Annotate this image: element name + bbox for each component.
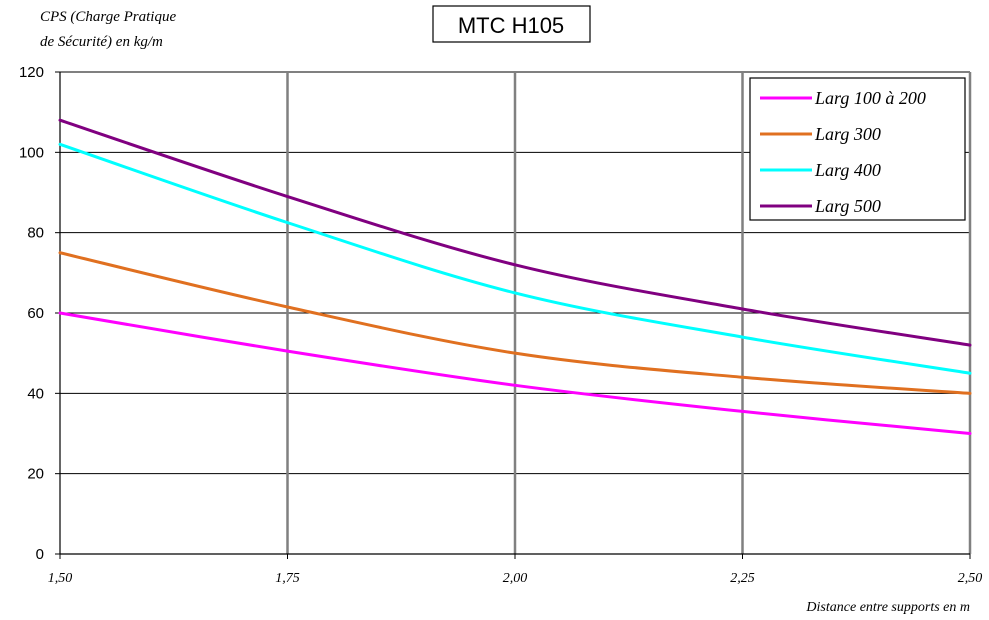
legend-label-2: Larg 300 [814, 124, 881, 144]
y-tick-label: 20 [27, 466, 44, 483]
x-tick-label: 2,50 [958, 571, 983, 586]
x-tick-label: 1,50 [48, 571, 73, 586]
chart-title: MTC H105 [458, 13, 564, 38]
y-tick-labels: 0 20 40 60 80 100 120 [19, 64, 44, 563]
x-tick-label: 2,25 [730, 571, 755, 586]
legend-label-3: Larg 400 [814, 160, 881, 180]
series-line-2 [58, 251, 972, 395]
y-tick-label: 0 [36, 546, 44, 563]
legend: Larg 100 à 200 Larg 300 Larg 400 Larg 500 [749, 77, 966, 221]
x-tick-labels: 1,50 1,75 2,00 2,25 2,50 [48, 571, 983, 586]
legend-label-1: Larg 100 à 200 [814, 88, 926, 108]
y-tick-label: 120 [19, 64, 44, 81]
x-tick-label: 2,00 [503, 571, 528, 586]
x-axis-label: Distance entre supports en m [805, 600, 970, 615]
y-axis-label-line-2: de Sécurité) en kg/m [40, 34, 163, 50]
legend-label-4: Larg 500 [814, 196, 881, 216]
series-line-4 [58, 118, 972, 347]
series-lines [58, 118, 972, 435]
title-box [432, 5, 591, 43]
legend-box [749, 77, 966, 221]
y-tick-label: 80 [27, 225, 44, 242]
y-tick-label: 100 [19, 144, 44, 161]
x-tick-label: 1,75 [275, 571, 300, 586]
y-tick-label: 40 [27, 385, 44, 402]
y-axis-label-line-1: CPS (Charge Pratique [40, 9, 176, 25]
vertical-gridlines [286, 72, 972, 554]
y-tick-label: 60 [27, 305, 44, 322]
series-line-3 [58, 142, 972, 375]
series-line-1 [58, 311, 972, 435]
